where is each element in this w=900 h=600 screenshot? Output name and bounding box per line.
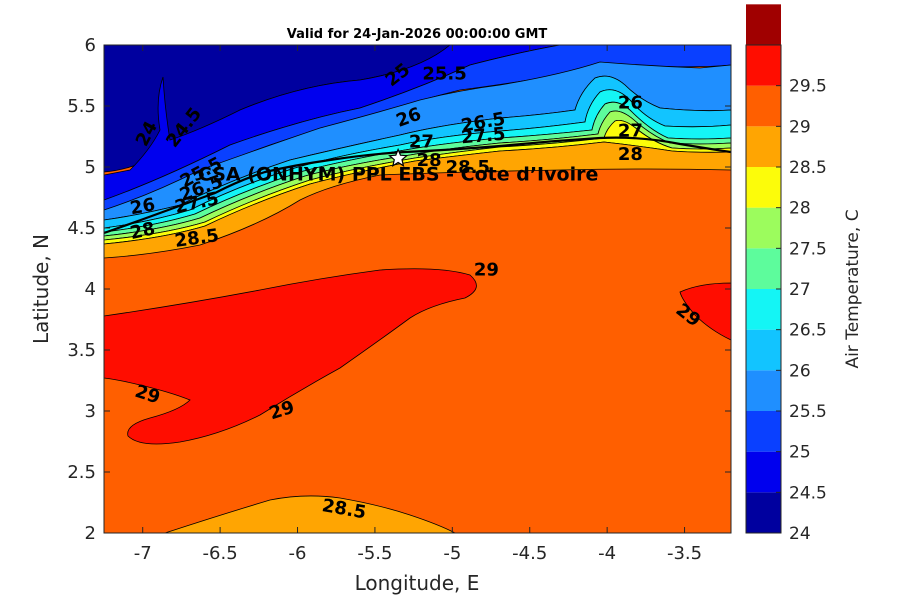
contour-label: 27 [618,121,643,142]
colorbar-ticks: 24 24.5 25 25.5 26 26.5 27 27.5 28 28.5 29 29.5 [776,77,827,544]
y-tick-label: 4 [85,279,96,300]
contour-label: 28 [417,150,442,171]
contour-label: 26 [618,93,643,114]
field-29-west [104,268,477,445]
x-tick-label: -3.5 [667,543,702,564]
contour-label: 28 [618,144,643,165]
contour-label: 29 [474,260,499,281]
colorbar-label: Air Temperature, C [843,209,863,368]
colorbar-swatch [746,85,781,127]
colorbar-swatch [746,4,781,46]
chart-title: Valid for 24-Jan-2026 00:00:00 GMT [287,27,548,42]
colorbar-tick-label: 27 [789,280,811,300]
colorbar-swatch [746,370,781,411]
colorbar-swatch [746,45,781,86]
contour-label: 28.5 [446,157,490,178]
colorbar-swatch [746,167,781,208]
field-285-south [164,495,456,533]
colorbar-tick-label: 27.5 [789,239,827,259]
colorbar-swatch [746,329,781,371]
coastline [104,136,731,235]
y-tick-label: 3 [85,401,96,422]
y-axis: 2 2.5 3 3.5 4 4.5 5 5.5 6 [67,35,731,544]
x-tick-label: -5.5 [357,543,392,564]
colorbar-swatch [746,207,781,249]
field-29-east [679,282,731,341]
y-tick-label: 5 [85,157,96,178]
contour-label: 26 [128,194,156,219]
x-tick-label: -6.5 [203,543,238,564]
y-tick-label: 5.5 [67,96,96,117]
site-label: CSA (ONHYM) PPL EBS - Cote d’Ivoire [198,163,598,185]
contour-label: 27.5 [460,124,506,149]
colorbar-tick-label: 29.5 [789,77,827,97]
colorbar-swatch [746,411,781,452]
colorbar-swatch [746,451,781,493]
star-icon [388,147,409,167]
contour-label: 28 [128,218,157,244]
colorbar-tick-label: 28 [789,199,811,219]
x-axis-label: Longitude, E [355,571,480,595]
x-axis: -7 -6.5 -6 -5.5 -5 -4.5 -4 -3.5 [134,45,702,564]
colorbar [745,4,782,534]
y-tick-label: 3.5 [67,340,96,361]
colorbar-tick-label: 24 [789,524,811,544]
colorbar-tick-label: 25 [789,443,811,463]
x-tick-label: -5 [443,543,461,564]
colorbar-tick-label: 24.5 [789,483,827,503]
y-tick-label: 2.5 [67,462,96,483]
y-tick-label: 4.5 [67,218,96,239]
colorbar-swatch [746,126,781,167]
colorbar-swatch [746,289,781,330]
field-28-orange-light [104,141,731,259]
colorbar-tick-label: 28.5 [789,158,827,178]
x-tick-label: -7 [134,543,152,564]
colorbar-tick-label: 26 [789,361,811,381]
contour-label: 25.5 [422,63,466,84]
colorbar-tick-label: 25.5 [789,402,827,422]
colorbar-swatch [746,248,781,289]
contour-label: 27 [409,132,434,153]
colorbar-swatch [746,492,781,533]
x-tick-label: -4 [598,543,616,564]
x-tick-label: -4.5 [512,543,547,564]
y-tick-label: 6 [85,35,96,56]
x-tick-label: -6 [289,543,307,564]
colorbar-tick-label: 26.5 [789,321,827,341]
y-tick-label: 2 [85,523,96,544]
site-marker [388,147,409,167]
colorbar-tick-label: 29 [789,117,811,137]
y-axis-label: Latitude, N [29,234,53,344]
